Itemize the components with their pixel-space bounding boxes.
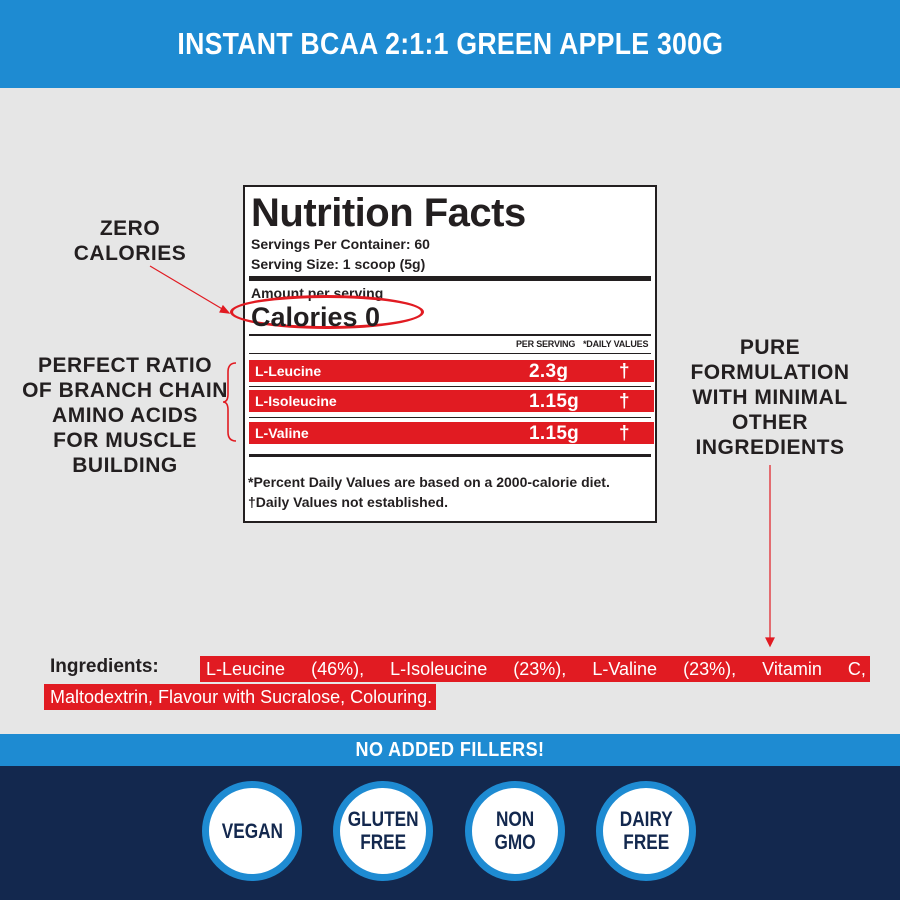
nutrition-facts-title: Nutrition Facts xyxy=(251,191,526,235)
annotation-line: BUILDING xyxy=(72,454,178,477)
dairy-free-badge: DAIRY FREE xyxy=(596,781,696,881)
pure-annotation: PURE FORMULATION WITH MINIMAL OTHER INGR… xyxy=(680,335,860,460)
badge-text: DAIRY xyxy=(619,808,673,831)
annotation-line: INGREDIENTS xyxy=(695,436,845,459)
ingredient-word: L-Valine xyxy=(592,659,658,679)
zero-calories-arrow-line xyxy=(149,265,225,311)
thin-divider xyxy=(249,334,651,336)
non-gmo-badge: NON GMO xyxy=(465,781,565,881)
ingredients-line-2: Maltodextrin, Flavour with Sucralose, Co… xyxy=(44,684,437,710)
ingredients-label: Ingredients: xyxy=(50,656,159,677)
annotation-line: FORMULATION xyxy=(690,361,850,384)
badge-text: GLUTEN xyxy=(347,808,419,831)
per-serving-header: PER SERVING xyxy=(516,339,576,349)
badge-text: NON xyxy=(495,808,535,831)
ingredient-word: (23%), xyxy=(513,659,567,679)
ingredient-word: (23%), xyxy=(683,659,737,679)
gluten-free-badge: GLUTEN FREE xyxy=(333,781,433,881)
header-bar: INSTANT BCAA 2:1:1 GREEN APPLE 300G xyxy=(0,0,900,88)
ingredient-word: L-Isoleucine xyxy=(390,659,488,679)
badge-text: FREE xyxy=(623,831,669,854)
badges-section: VEGAN GLUTEN FREE NON GMO DAIRY FREE xyxy=(0,766,900,900)
serving-size: Serving Size: 1 scoop (5g) xyxy=(251,256,426,272)
pure-arrow-head xyxy=(765,637,775,648)
product-title: INSTANT BCAA 2:1:1 GREEN APPLE 300G xyxy=(177,26,723,61)
ingredients-line-1: L-Leucine (46%), L-Isoleucine (23%), L-V… xyxy=(200,656,870,682)
annotation-line: ZERO xyxy=(99,217,161,240)
amino-name: L-Valine xyxy=(255,425,309,441)
thin-divider xyxy=(249,417,651,418)
annotation-line: CALORIES xyxy=(73,242,187,265)
annotation-line: PURE xyxy=(739,336,801,359)
calories-value: Calories 0 xyxy=(251,302,381,332)
amino-value: 2.3g xyxy=(529,361,569,382)
thick-divider xyxy=(249,454,651,457)
no-fillers-text: NO ADDED FILLERS! xyxy=(355,738,545,761)
ratio-annotation: PERFECT RATIO OF BRANCH CHAIN AMINO ACID… xyxy=(20,353,230,478)
dagger-mark: † xyxy=(619,423,630,444)
amino-row-isoleucine: L-Isoleucine 1.15g † xyxy=(249,390,654,412)
zero-calories-annotation: ZERO CALORIES xyxy=(62,216,198,266)
thin-divider xyxy=(249,353,651,354)
servings-per-container: Servings Per Container: 60 xyxy=(251,236,430,252)
amino-value: 1.15g xyxy=(529,423,580,444)
badge-text: GMO xyxy=(494,831,536,854)
thick-divider xyxy=(249,276,651,281)
daily-values-header: *DAILY VALUES xyxy=(583,339,649,349)
annotation-line: OTHER xyxy=(732,411,808,434)
badge-text: FREE xyxy=(360,831,406,854)
footnote-not-established: †Daily Values not established. xyxy=(248,494,448,510)
annotation-line: OF BRANCH CHAIN xyxy=(22,379,228,402)
footnote-daily-values: *Percent Daily Values are based on a 200… xyxy=(248,474,610,490)
annotation-line: AMINO ACIDS xyxy=(52,404,198,427)
annotation-line: WITH MINIMAL xyxy=(692,386,848,409)
nutrition-facts-panel: Nutrition Facts Servings Per Container: … xyxy=(230,185,657,523)
amino-value: 1.15g xyxy=(529,391,580,412)
annotation-line: PERFECT RATIO xyxy=(37,354,213,377)
amino-row-valine: L-Valine 1.15g † xyxy=(249,422,654,444)
brace-icon xyxy=(222,362,237,442)
ingredient-word: L-Leucine xyxy=(206,659,286,679)
zero-calories-arrow-head xyxy=(219,304,231,314)
dagger-mark: † xyxy=(619,361,630,382)
ingredient-word: Vitamin xyxy=(762,659,822,679)
amino-name: L-Isoleucine xyxy=(255,393,337,409)
dagger-mark: † xyxy=(619,391,630,412)
amino-name: L-Leucine xyxy=(255,363,322,379)
amino-row-leucine: L-Leucine 2.3g † xyxy=(249,360,654,382)
calories-highlight-circle xyxy=(230,295,424,329)
thin-divider xyxy=(249,386,651,387)
vegan-badge: VEGAN xyxy=(202,781,302,881)
badge-text: VEGAN xyxy=(221,819,283,843)
no-fillers-band: NO ADDED FILLERS! xyxy=(0,734,900,766)
annotation-line: FOR MUSCLE xyxy=(53,429,197,452)
ingredient-word: C, xyxy=(847,659,866,679)
ingredient-word: (46%), xyxy=(311,659,365,679)
